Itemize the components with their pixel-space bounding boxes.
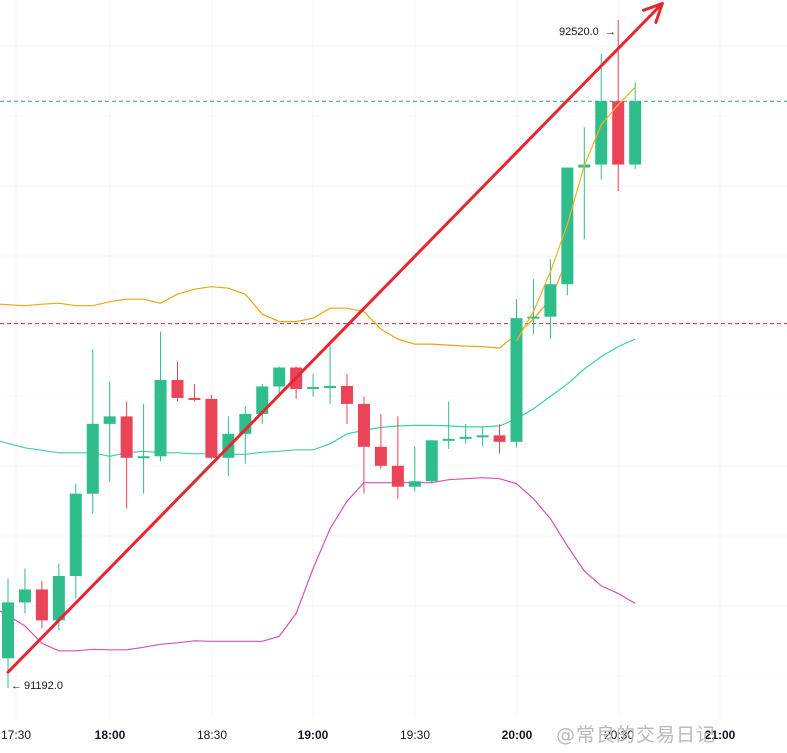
candle-body bbox=[86, 423, 99, 494]
candle-body bbox=[137, 456, 150, 459]
candle-body bbox=[510, 318, 523, 442]
candle-body bbox=[374, 446, 387, 466]
x-tick-label: 21:00 bbox=[705, 728, 736, 742]
high-price-label: 92520.0 bbox=[559, 26, 599, 38]
x-axis: 17:30 18:00 18:30 19:00 19:30 20:00 20:30 21:00 bbox=[1, 728, 736, 742]
candle-body bbox=[629, 101, 642, 165]
candle-body bbox=[408, 481, 421, 487]
x-tick-label: 18:30 bbox=[197, 728, 227, 742]
candle-body bbox=[391, 465, 404, 487]
candle-body bbox=[341, 385, 353, 404]
x-tick-label: 17:30 bbox=[1, 728, 31, 742]
candle-body bbox=[357, 403, 370, 447]
grid bbox=[0, 0, 787, 718]
candle-body bbox=[239, 413, 252, 434]
x-tick-label: 20:00 bbox=[502, 728, 533, 742]
candle-body bbox=[256, 386, 269, 414]
candle-body bbox=[493, 435, 506, 442]
x-tick-label: 20:30 bbox=[604, 728, 634, 742]
candle-body bbox=[459, 436, 472, 439]
candle-body bbox=[595, 101, 608, 165]
x-tick-label: 19:00 bbox=[298, 728, 329, 742]
candle-body bbox=[324, 385, 337, 388]
trend-arrow-head bbox=[641, 1, 664, 24]
mid-band-line bbox=[0, 338, 636, 457]
low-label-arrow-icon: ← bbox=[11, 680, 22, 692]
candles bbox=[2, 19, 642, 689]
candle-body bbox=[2, 602, 14, 659]
candle-body bbox=[544, 284, 557, 317]
candle-body bbox=[154, 379, 167, 457]
price-labels: 92520.0 → ← 91192.0 bbox=[11, 26, 616, 692]
candle-body bbox=[18, 589, 31, 603]
candle-body bbox=[527, 316, 540, 319]
candle-body bbox=[425, 440, 438, 482]
candle-body bbox=[69, 493, 82, 576]
candle-body bbox=[52, 575, 65, 621]
candle-body bbox=[476, 435, 489, 438]
candle-body bbox=[188, 397, 201, 400]
x-tick-label: 18:00 bbox=[95, 728, 126, 742]
high-label-arrow-icon: → bbox=[605, 26, 616, 38]
candle-body bbox=[307, 386, 320, 389]
candle-body bbox=[612, 101, 625, 165]
hlines bbox=[0, 100, 787, 325]
candle-body bbox=[205, 398, 218, 458]
x-tick-label: 19:30 bbox=[400, 728, 430, 742]
candle-body bbox=[120, 416, 133, 458]
candle-body bbox=[442, 438, 455, 441]
lower-band-line bbox=[0, 477, 636, 652]
candle-body bbox=[103, 416, 116, 424]
candle-body bbox=[273, 367, 286, 387]
low-price-label: 91192.0 bbox=[24, 680, 63, 692]
trend-arrow bbox=[6, 1, 664, 674]
candle-body bbox=[171, 379, 184, 398]
upper-band-line bbox=[0, 259, 568, 349]
candle-body bbox=[35, 589, 48, 621]
watermark: @常良的交易日记 bbox=[556, 724, 717, 746]
trend-arrow-line bbox=[6, 1, 664, 674]
ma-line bbox=[515, 86, 636, 342]
